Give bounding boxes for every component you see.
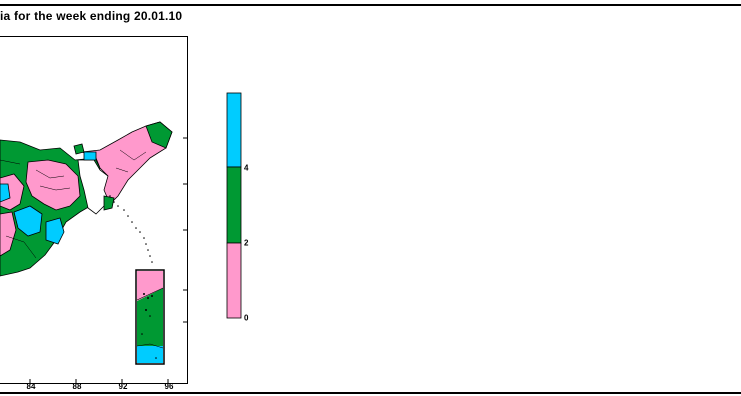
andaman-inset	[135, 269, 165, 365]
region-pink-bihar	[25, 159, 81, 211]
region-green-mizoram	[103, 195, 115, 211]
region-cyan-northeast	[83, 151, 97, 161]
legend-label-2: 2	[244, 238, 249, 248]
top-border-line	[0, 4, 741, 6]
region-cyan-3	[45, 217, 65, 245]
x-tick-92: 92	[118, 382, 128, 391]
legend-label-4: 4	[244, 163, 249, 173]
region-pink-northeast	[80, 121, 173, 205]
legend-bar	[226, 92, 242, 319]
legend-label-0: 0	[244, 313, 249, 323]
bottom-border-line	[0, 392, 741, 394]
legend-swatch-0	[226, 242, 242, 319]
region-pink-west	[0, 211, 17, 257]
x-tick-84: 84	[26, 382, 36, 391]
region-cyan-2	[13, 205, 43, 237]
legend-swatch-2	[226, 166, 242, 244]
region-pink-jharkhand	[0, 173, 25, 211]
region-cyan-1	[0, 183, 11, 203]
region-green-sikkim	[73, 143, 85, 155]
region-green-northeast	[145, 121, 173, 149]
x-tick-88: 88	[72, 382, 82, 391]
legend-swatch-4	[226, 92, 242, 168]
x-tick-96: 96	[164, 382, 174, 391]
page-title: ia for the week ending 20.01.10	[0, 9, 183, 23]
